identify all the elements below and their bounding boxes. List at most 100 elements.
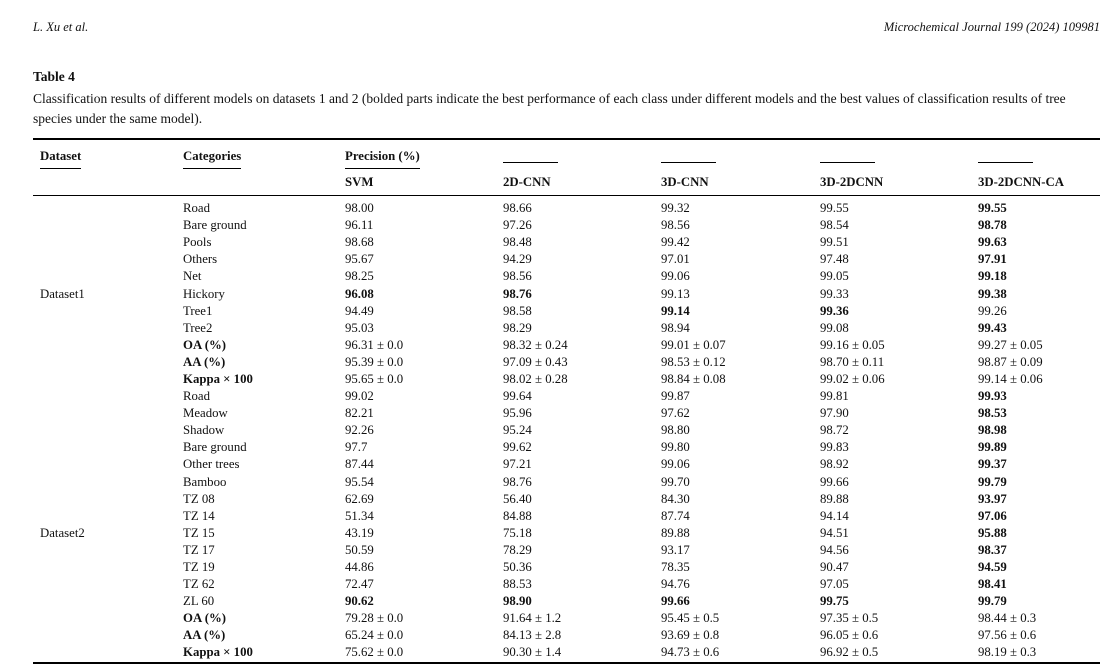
cell-dataset: [33, 234, 183, 251]
table-row: TZ 19 44.86 50.36 78.35 90.47 94.59: [33, 559, 1100, 576]
cell-value: 97.06: [978, 508, 1007, 523]
cell-category: OA (%): [183, 611, 227, 626]
cell-dataset: Dataset2: [40, 525, 85, 540]
cell-value: 98.53 ± 0.12: [661, 354, 726, 369]
cell-value: 88.53: [503, 577, 532, 592]
cell-value: 99.79: [978, 594, 1007, 609]
cell-value: 92.26: [345, 423, 374, 438]
cell-value: 87.74: [661, 508, 690, 523]
cell-value: 99.01 ± 0.07: [661, 337, 726, 352]
table-row: Shadow 92.26 95.24 98.80 98.72 98.98: [33, 422, 1100, 439]
cell-value: 51.34: [345, 508, 374, 523]
cell-value: 98.54: [820, 218, 849, 233]
cell-value: 97.7: [345, 440, 368, 455]
cell-value: 87.44: [345, 457, 374, 472]
cell-value: 99.89: [978, 440, 1007, 455]
table-row: Bare ground 97.7 99.62 99.80 99.83 99.89: [33, 439, 1100, 456]
cell-value: 99.80: [661, 440, 690, 455]
table-row: Road 99.02 99.64 99.87 99.81 99.93: [33, 388, 1100, 405]
cell-value: 98.19 ± 0.3: [978, 645, 1037, 660]
cell-value: 98.80: [661, 423, 690, 438]
cell-value: 99.75: [820, 594, 849, 609]
table-row: Net 98.25 98.56 99.06 99.05 99.18: [33, 268, 1100, 285]
cell-value: 97.05: [820, 577, 849, 592]
cell-dataset: [33, 196, 183, 218]
cell-dataset: [33, 576, 183, 593]
col-rule-3dcnn: [661, 139, 820, 175]
cell-dataset: [33, 251, 183, 268]
cell-value: 99.02 ± 0.06: [820, 371, 885, 386]
cell-value: 90.47: [820, 560, 849, 575]
col-header-3d2dcnn-ca: 3D-2DCNN-CA: [978, 175, 1100, 196]
table-row: Road 98.00 98.66 99.32 99.55 99.55: [33, 196, 1100, 218]
cell-value: 98.37: [978, 542, 1007, 557]
cell-value: 84.88: [503, 508, 532, 523]
cell-value: 97.26: [503, 218, 532, 233]
cell-category: OA (%): [183, 337, 227, 352]
cell-value: 78.29: [503, 542, 532, 557]
cell-value: 84.13 ± 2.8: [503, 628, 562, 643]
cell-value: 94.29: [503, 252, 532, 267]
cell-dataset: [33, 217, 183, 234]
cell-value: 95.65 ± 0.0: [345, 371, 404, 386]
col-header-precision-group: Precision (%): [345, 139, 503, 175]
cell-value: 99.62: [503, 440, 532, 455]
cell-value: 98.84 ± 0.08: [661, 371, 726, 386]
col-header-categories: Categories: [183, 139, 345, 175]
cell-category: Kappa × 100: [183, 645, 253, 660]
cell-value: 97.56 ± 0.6: [978, 628, 1037, 643]
cell-category: TZ 15: [183, 525, 215, 540]
cell-value: 98.41: [978, 577, 1007, 592]
cell-value: 99.37: [978, 457, 1007, 472]
table-row: Dataset1 Hickory 96.08 98.76 99.13 99.33 99.38: [33, 285, 1100, 302]
cell-value: 93.69 ± 0.8: [661, 628, 720, 643]
cell-value: 99.06: [661, 457, 690, 472]
table-row: TZ 14 51.34 84.88 87.74 94.14 97.06: [33, 508, 1100, 525]
table-caption: Classification results of different mode…: [33, 91, 1066, 126]
table-row: TZ 17 50.59 78.29 93.17 94.56 98.37: [33, 542, 1100, 559]
cell-value: 98.66: [503, 201, 532, 216]
cell-value: 95.24: [503, 423, 532, 438]
header-row-groups: Dataset Categories Precision (%): [33, 139, 1100, 175]
cell-value: 99.93: [978, 389, 1007, 404]
cell-value: 56.40: [503, 491, 532, 506]
cell-value: 98.72: [820, 423, 849, 438]
cell-value: 99.87: [661, 389, 690, 404]
table-row: Tree1 94.49 98.58 99.14 99.36 99.26: [33, 303, 1100, 320]
col-header-svm: SVM: [345, 175, 503, 196]
cell-value: 50.36: [503, 560, 532, 575]
table-row: TZ 62 72.47 88.53 94.76 97.05 98.41: [33, 576, 1100, 593]
cell-value: 97.35 ± 0.5: [820, 611, 879, 626]
table-label: Table 4: [33, 69, 75, 84]
table-row: AA (%) 65.24 ± 0.0 84.13 ± 2.8 93.69 ± 0.8 9…: [33, 627, 1100, 644]
cell-value: 99.81: [820, 389, 849, 404]
cell-dataset: [33, 474, 183, 491]
cell-value: 94.14: [820, 508, 849, 523]
cell-value: 97.62: [661, 406, 690, 421]
cell-value: 99.32: [661, 201, 690, 216]
cell-value: 62.69: [345, 491, 374, 506]
cell-value: 98.94: [661, 320, 690, 335]
cell-value: 95.88: [978, 525, 1007, 540]
table-row: Bare ground 96.11 97.26 98.56 98.54 98.78: [33, 217, 1100, 234]
cell-category: TZ 19: [183, 560, 215, 575]
cell-value: 94.49: [345, 303, 374, 318]
cell-value: 79.28 ± 0.0: [345, 611, 404, 626]
table-row: Others 95.67 94.29 97.01 97.48 97.91: [33, 251, 1100, 268]
cell-category: ZL 60: [183, 594, 215, 609]
cell-value: 98.44 ± 0.3: [978, 611, 1037, 626]
table-row: Dataset2 TZ 15 43.19 75.18 89.88 94.51 95.88: [33, 525, 1100, 542]
cell-value: 98.58: [503, 303, 532, 318]
cell-category: TZ 14: [183, 508, 215, 523]
cell-dataset: [33, 337, 183, 354]
cell-value: 97.21: [503, 457, 532, 472]
cell-value: 99.43: [978, 320, 1007, 335]
cell-dataset: [33, 508, 183, 525]
cell-value: 95.45 ± 0.5: [661, 611, 720, 626]
cell-value: 95.03: [345, 320, 374, 335]
cell-value: 99.06: [661, 269, 690, 284]
cell-value: 99.66: [661, 594, 690, 609]
cell-value: 93.17: [661, 542, 690, 557]
cell-value: 99.08: [820, 320, 849, 335]
cell-dataset: [33, 405, 183, 422]
